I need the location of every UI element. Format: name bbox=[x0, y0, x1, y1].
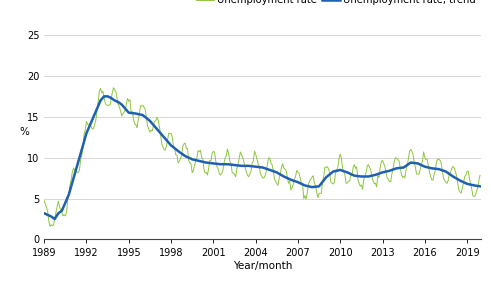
Y-axis label: %: % bbox=[19, 127, 29, 137]
Unemployment rate, trend bbox=[115, 100, 121, 104]
Line: Unemployment rate, trend: Unemployment rate, trend bbox=[44, 96, 480, 219]
Legend: Unemployment rate, Unemployment rate, trend: Unemployment rate, Unemployment rate, tr… bbox=[195, 0, 476, 5]
Unemployment rate bbox=[115, 103, 121, 106]
Unemployment rate, trend bbox=[266, 168, 272, 171]
Line: Unemployment rate: Unemployment rate bbox=[44, 88, 480, 226]
Unemployment rate, trend bbox=[98, 99, 104, 102]
Unemployment rate bbox=[470, 194, 476, 198]
Unemployment rate bbox=[477, 174, 483, 177]
Unemployment rate bbox=[98, 86, 104, 90]
Unemployment rate bbox=[363, 171, 369, 175]
Unemployment rate, trend bbox=[102, 95, 108, 98]
Unemployment rate, trend bbox=[191, 158, 196, 161]
Unemployment rate bbox=[47, 225, 53, 228]
Unemployment rate bbox=[191, 169, 196, 172]
Unemployment rate, trend bbox=[52, 217, 58, 221]
X-axis label: Year/month: Year/month bbox=[233, 261, 292, 271]
Unemployment rate, trend bbox=[477, 185, 483, 188]
Unemployment rate, trend bbox=[41, 211, 47, 215]
Unemployment rate, trend bbox=[470, 183, 476, 187]
Unemployment rate bbox=[110, 86, 116, 89]
Unemployment rate bbox=[266, 156, 272, 160]
Unemployment rate, trend bbox=[363, 175, 369, 178]
Unemployment rate bbox=[41, 199, 47, 203]
